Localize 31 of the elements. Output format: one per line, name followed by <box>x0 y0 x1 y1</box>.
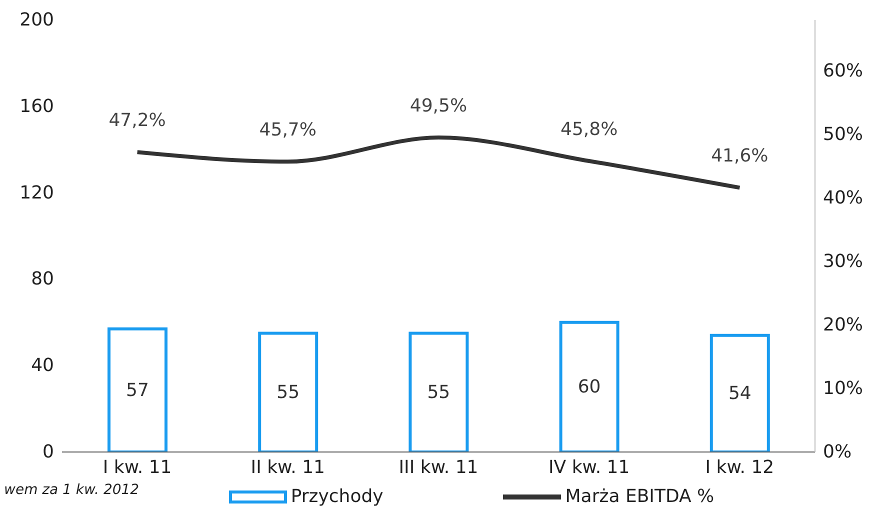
legend-label: Przychody <box>290 486 384 507</box>
x-tick-label: IV kw. 11 <box>548 456 630 478</box>
y-tick-label: 160 <box>20 96 54 117</box>
y2-tick-label: 20% <box>823 314 864 336</box>
data-label: 55 <box>427 382 450 404</box>
data-label: 57 <box>126 380 149 401</box>
y-tick-label: 120 <box>20 182 54 204</box>
data-label: 47,2% <box>108 110 166 132</box>
data-label: 54 <box>728 383 752 404</box>
data-label: 45,7% <box>259 120 316 141</box>
y-tick-label: 80 <box>31 268 54 290</box>
legend-label: Marża EBITDA % <box>565 486 714 507</box>
data-label: 41,6% <box>711 146 768 167</box>
y2-tick-label: 50% <box>823 124 864 145</box>
y2-tick-label: 60% <box>823 60 864 82</box>
x-tick-label: III kw. 11 <box>398 456 478 478</box>
y2-tick-label: 40% <box>823 187 864 208</box>
data-label: 45,8% <box>560 119 618 140</box>
y-tick-label: 0 <box>42 442 54 462</box>
y2-tick-label: 30% <box>823 250 864 272</box>
y-tick-label: 40 <box>31 355 54 376</box>
text: wem za 1 kw. 2012 <box>4 482 140 498</box>
y-tick-label: 200 <box>20 10 54 30</box>
y2-tick-label: 0% <box>823 442 852 462</box>
data-label: 55 <box>276 382 300 404</box>
x-tick-label: I kw. 11 <box>102 456 172 478</box>
x-tick-label: II kw. 11 <box>250 456 325 478</box>
y2-tick-label: 10% <box>823 378 864 399</box>
data-label: 49,5% <box>410 96 468 117</box>
x-tick-label: I kw. 12 <box>705 456 774 478</box>
data-label: 60 <box>578 376 601 398</box>
